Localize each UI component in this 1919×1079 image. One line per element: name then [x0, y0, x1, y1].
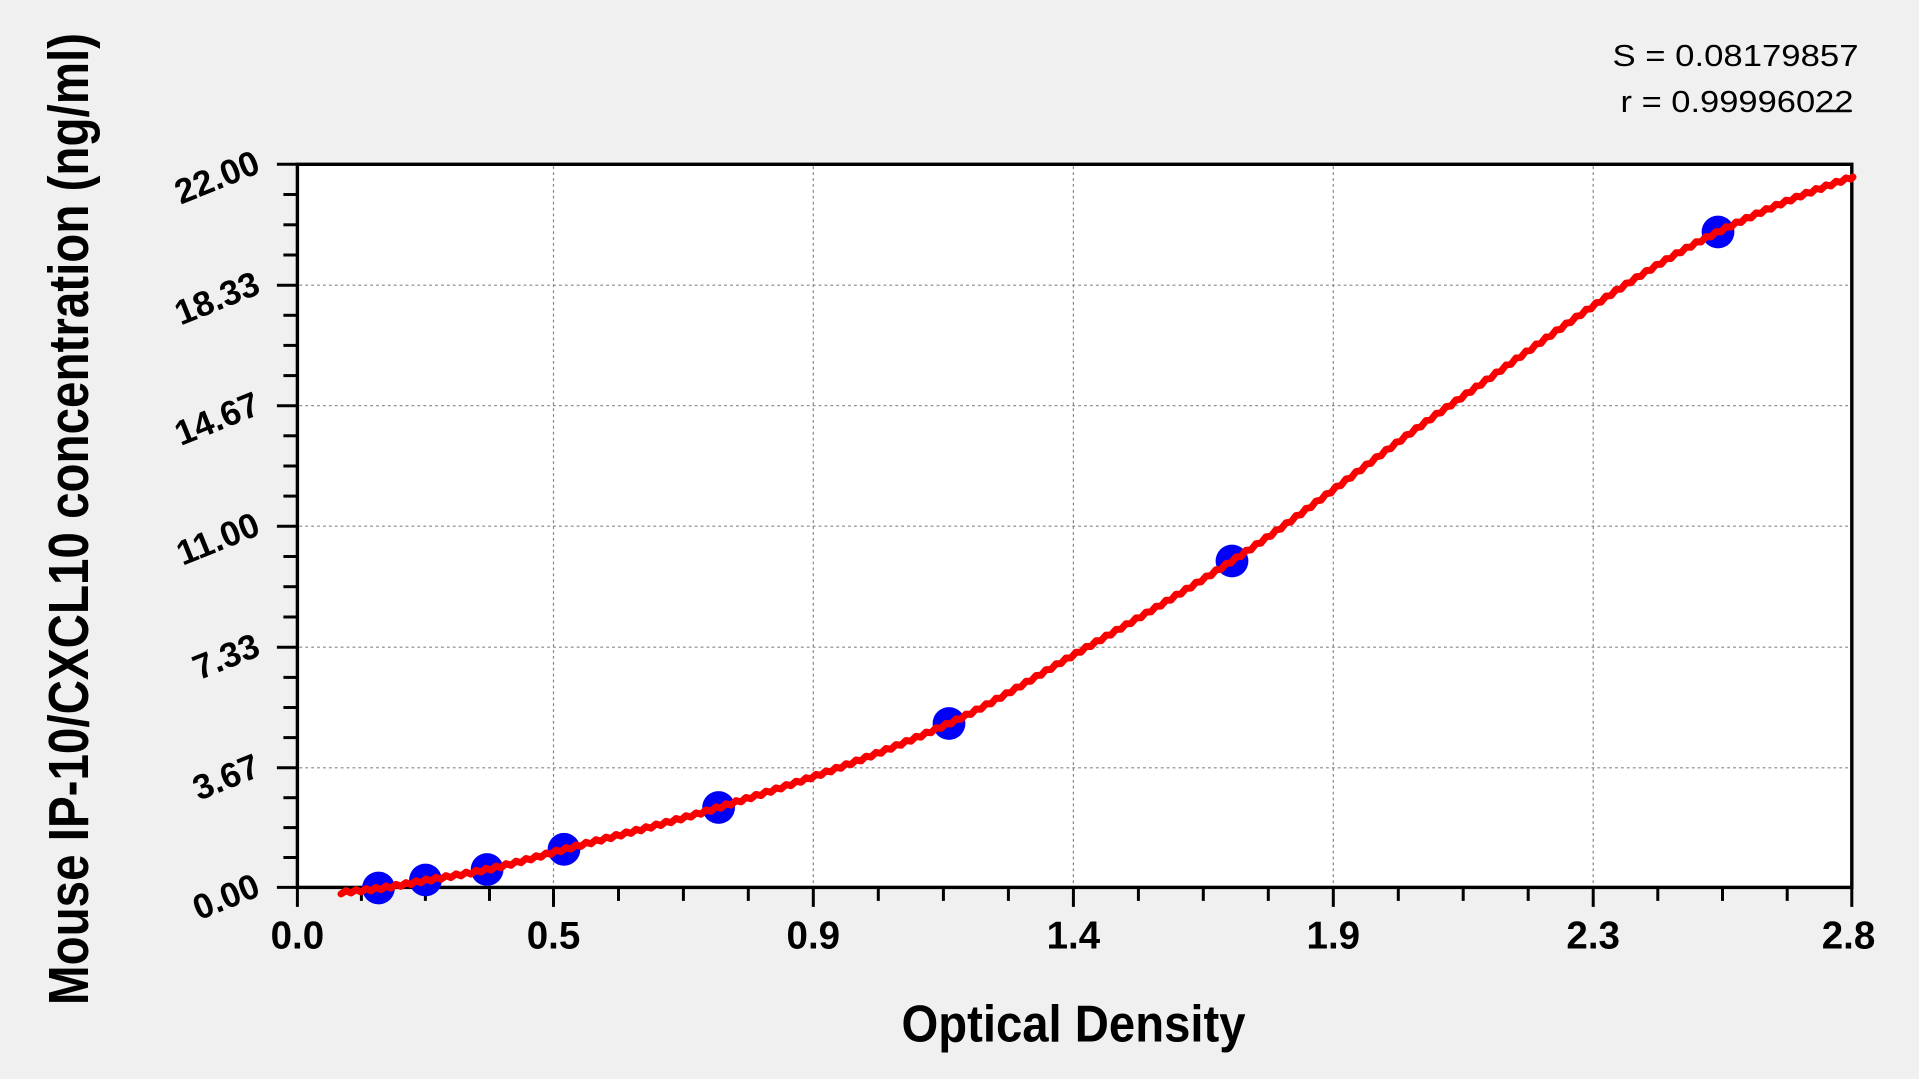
svg-text:2.3: 2.3: [1566, 915, 1620, 958]
svg-text:1.9: 1.9: [1307, 915, 1361, 958]
svg-text:Mouse IP-10/CXCL10 concentrati: Mouse IP-10/CXCL10 concentration (ng/ml): [37, 33, 101, 1005]
svg-text:0.0: 0.0: [271, 915, 325, 958]
svg-text:Optical Density: Optical Density: [902, 996, 1246, 1054]
svg-text:1.4: 1.4: [1047, 915, 1101, 958]
svg-text:r = 0.99996022: r = 0.99996022: [1621, 84, 1854, 119]
svg-text:0.5: 0.5: [527, 915, 581, 958]
svg-text:S = 0.08179857: S = 0.08179857: [1613, 38, 1859, 73]
svg-text:2.8: 2.8: [1822, 915, 1876, 958]
svg-text:0.9: 0.9: [787, 915, 841, 958]
